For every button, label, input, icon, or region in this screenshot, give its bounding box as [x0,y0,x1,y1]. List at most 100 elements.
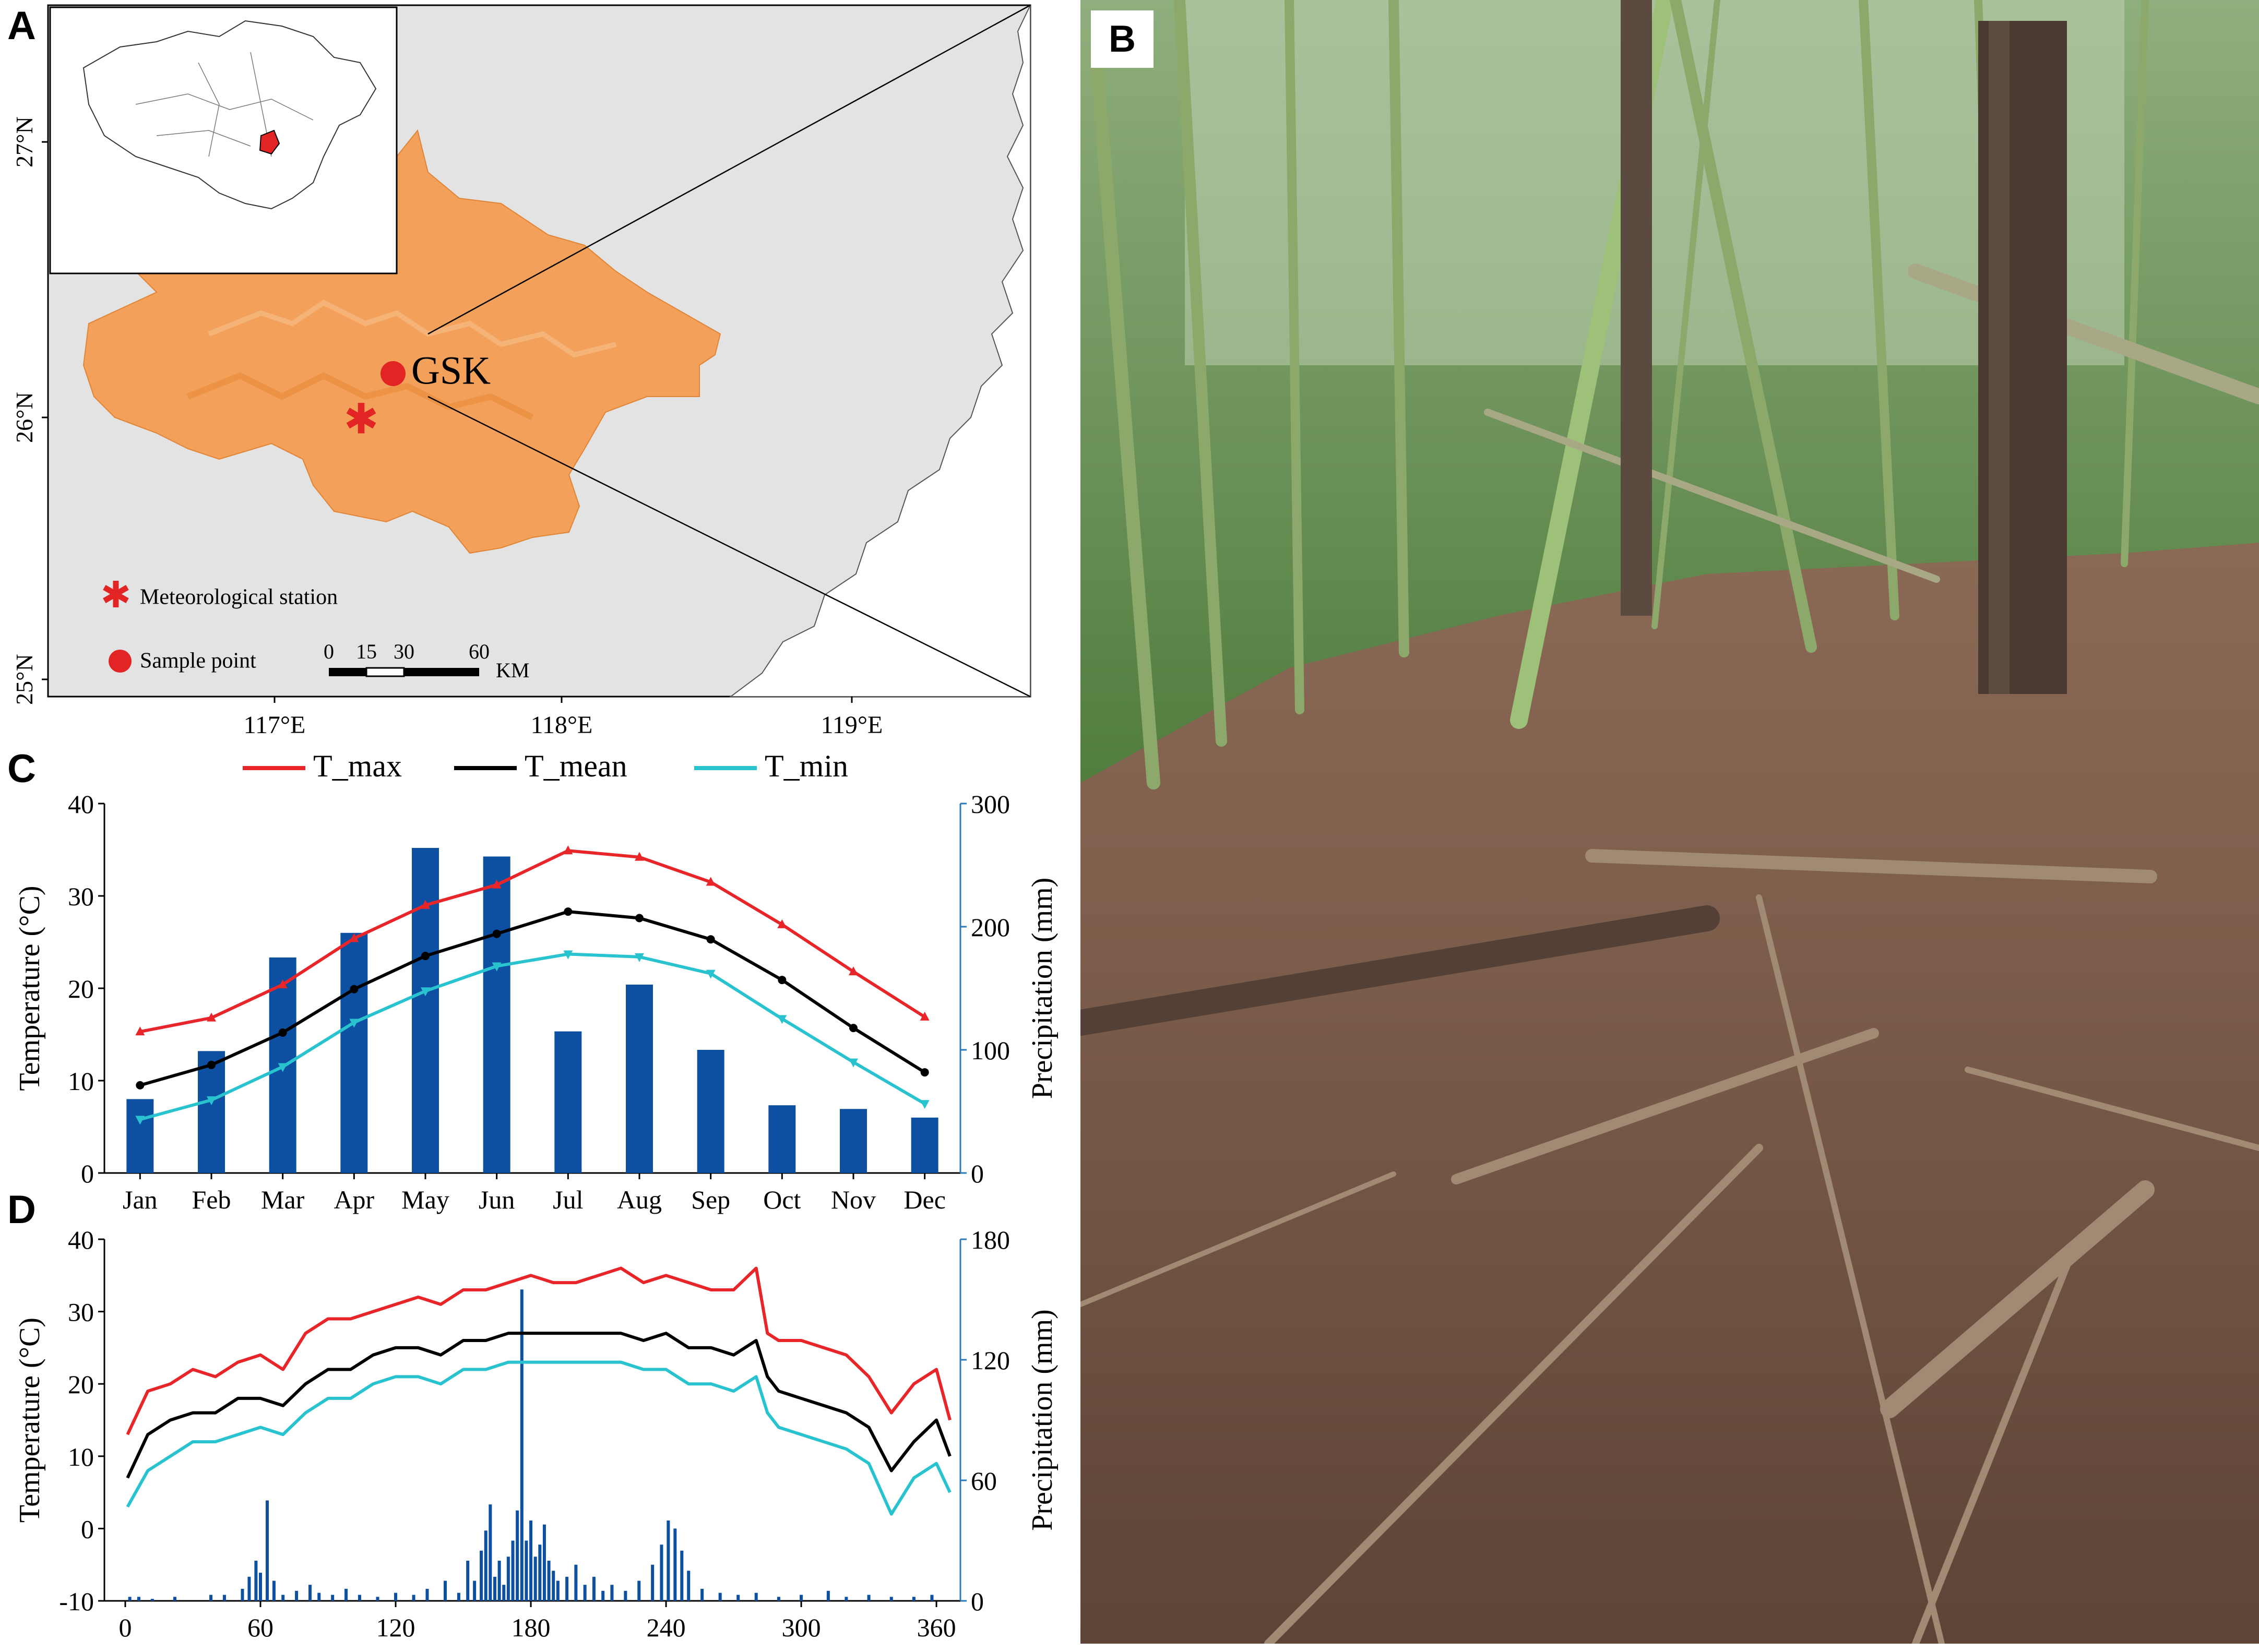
data-point [492,962,502,972]
precip-bar [173,1597,176,1601]
x-tick-label: May [401,1185,449,1214]
precip-bar [911,1117,938,1173]
precip-bar [444,1581,447,1601]
data-point [421,952,430,961]
data-point [849,1058,858,1068]
series-line-t_max [126,1266,952,1435]
precip-bar [412,1595,415,1601]
x-tick-label: Mar [261,1185,305,1214]
precip-bar [198,1051,225,1173]
climate-charts: T_max T_mean T_min 0102030400100200300Ja… [14,749,1059,1642]
lon-label-119: 119°E [821,711,883,739]
x-tick-label: Jan [123,1185,158,1214]
precip-bar [912,1597,916,1601]
precip-bar [493,1576,496,1601]
x-tick-label: Jun [479,1185,515,1214]
data-point [349,933,359,942]
data-point [564,907,573,916]
left-tick-label: 40 [68,1225,94,1254]
right-tick-label: 120 [971,1346,1010,1375]
precip-bar [520,1289,524,1601]
precip-bar [680,1550,684,1601]
precip-bar [265,1500,269,1601]
chart-c: 0 10 20 30 40 0 100 200 300 Jan Feb Mar Apr May Jun Jul… [14,789,1059,1214]
precip-bar [867,1595,871,1601]
x-tick-label: Aug [617,1185,662,1214]
precip-bar [480,1550,483,1601]
x-tick-label: Jul [553,1185,583,1214]
data-point [849,966,858,976]
left-tick-label: 10 [68,1067,94,1096]
legend-sample-label: Sample point [140,649,256,673]
lat-label-26: 26°N [11,392,38,443]
precip-bar [556,1581,560,1601]
precip-bar [583,1585,587,1601]
data-point [563,845,573,855]
precip-bar [241,1588,244,1601]
precip-bar [483,856,510,1173]
forest-photo [1080,0,2259,1644]
left-tick-label: 10 [68,1442,94,1471]
x-tick-label: Nov [831,1185,876,1214]
precip-bar [126,1099,154,1173]
precip-bar [533,1557,537,1601]
precip-bar [150,1599,154,1601]
series-line-t_max [139,849,926,1034]
left-tick-label: 20 [68,974,94,1003]
precip-bar [826,1590,830,1601]
precip-bar [777,1597,780,1601]
coastline-land [729,5,1031,697]
precip-bar [376,1597,379,1601]
data-point [849,1024,858,1033]
data-point [278,1063,288,1072]
chart-legend: T_max T_mean T_min [243,749,848,783]
precip-bar [340,932,368,1173]
left-tick-label: 40 [68,789,94,819]
lon-label-118: 118°E [531,711,593,739]
data-point [706,877,716,886]
svg-text:KM: KM [496,659,529,682]
precip-bar [660,1545,663,1601]
data-point [421,987,430,997]
data-point [135,1116,145,1125]
data-point [207,1060,216,1069]
precip-bar [538,1545,542,1601]
precip-bar [317,1593,321,1601]
fallen-branches [1080,849,2259,1644]
left-tick-label: 0 [81,1514,94,1543]
series-line-t_min [126,1360,952,1516]
precip-bar [344,1588,348,1601]
precip-bar [394,1593,398,1601]
data-point [350,985,359,993]
x-tick-label: Oct [763,1185,801,1214]
right-tick-label: 200 [971,913,1010,942]
series-line-t_mean [126,1332,952,1479]
data-point [706,969,716,979]
precip-bar [574,1564,578,1601]
photo-ground [1080,543,2259,1644]
x-tick-label: 240 [647,1613,686,1642]
precip-bar [209,1595,213,1601]
precip-bar [308,1585,312,1601]
x-tick-label: 0 [119,1613,132,1642]
precip-bar [687,1571,691,1601]
precip-bar [889,1597,893,1601]
precip-bar [592,1576,596,1601]
left-tick-label: 30 [68,1298,94,1327]
right-tick-label: 60 [971,1466,997,1495]
precip-bar [516,1510,519,1601]
left-tick-label: 30 [68,882,94,911]
precip-bar [840,1109,867,1173]
precip-bar [272,1581,276,1601]
y-axis-label-right: Precipitation (mm) [1026,878,1059,1099]
data-point [563,950,573,960]
precip-bar [529,1521,533,1601]
precip-bar [457,1593,460,1601]
series-line-t_min [139,952,926,1121]
precip-bar [259,1573,263,1601]
precip-bar [506,1557,510,1601]
panel-a-letter: A [7,4,36,48]
precip-bar [800,1595,803,1601]
x-tick-label: Apr [334,1185,374,1214]
legend-station-label: Meteorological station [140,585,338,609]
